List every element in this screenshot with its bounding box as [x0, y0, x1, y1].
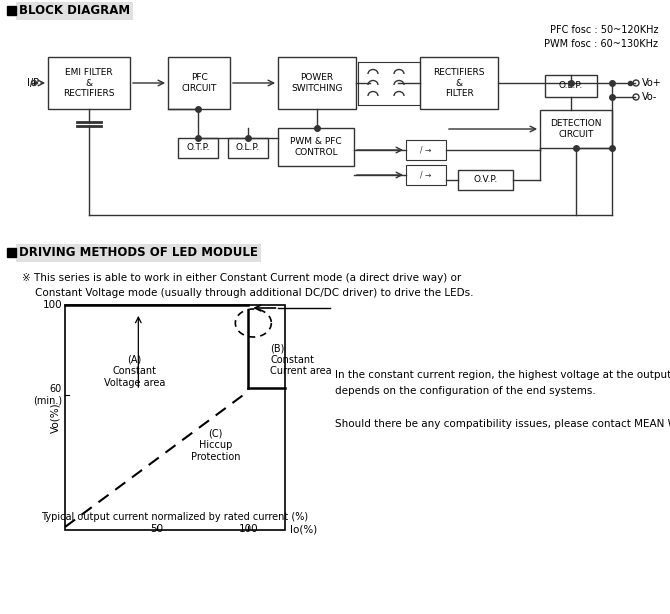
Text: Io(%): Io(%): [290, 524, 318, 534]
Text: / →: / →: [420, 146, 431, 155]
Bar: [278, 128, 354, 166]
Text: (B)
Constant
Current area: (B) Constant Current area: [270, 343, 332, 376]
Text: I/P: I/P: [27, 78, 39, 88]
Bar: [545, 75, 597, 97]
Bar: [48, 57, 130, 109]
Text: In the constant current region, the highest voltage at the output of the driver
: In the constant current region, the high…: [335, 370, 670, 429]
Bar: [178, 138, 218, 158]
Text: Vo(%): Vo(%): [50, 402, 60, 433]
Text: 100: 100: [239, 524, 258, 534]
Text: / →: / →: [420, 171, 431, 179]
Text: Vo+: Vo+: [642, 78, 662, 88]
Text: POWER
SWITCHING: POWER SWITCHING: [291, 73, 343, 93]
Text: PWM & PFC
CONTROL: PWM & PFC CONTROL: [290, 138, 342, 157]
Text: Typical output current normalized by rated current (%): Typical output current normalized by rat…: [42, 512, 309, 522]
Bar: [406, 165, 446, 185]
Bar: [278, 57, 356, 109]
Text: PFC
CIRCUIT: PFC CIRCUIT: [182, 73, 216, 93]
Bar: [406, 140, 446, 160]
Bar: [168, 57, 230, 109]
Text: 100: 100: [42, 300, 62, 310]
Text: EMI FILTER
&
RECTIFIERS: EMI FILTER & RECTIFIERS: [63, 68, 115, 98]
Text: PFC fosc : 50~120KHz
PWM fosc : 60~130KHz: PFC fosc : 50~120KHz PWM fosc : 60~130KH…: [544, 25, 658, 49]
Text: 60
(min.): 60 (min.): [33, 384, 62, 406]
Text: 50: 50: [150, 524, 163, 534]
Text: Vo-: Vo-: [642, 92, 657, 102]
Text: (C)
Hiccup
Protection: (C) Hiccup Protection: [190, 429, 240, 462]
Text: O.L.P.: O.L.P.: [236, 144, 260, 152]
Text: O.V.P.: O.V.P.: [474, 176, 498, 184]
Text: ※ This series is able to work in either Constant Current mode (a direct drive wa: ※ This series is able to work in either …: [22, 273, 474, 298]
Text: DRIVING METHODS OF LED MODULE: DRIVING METHODS OF LED MODULE: [19, 246, 258, 260]
Text: BLOCK DIAGRAM: BLOCK DIAGRAM: [19, 4, 130, 18]
Bar: [7, 248, 16, 257]
Text: O.L.P.: O.L.P.: [559, 82, 583, 90]
Text: (A)
Constant
Voltage area: (A) Constant Voltage area: [104, 354, 165, 387]
Bar: [228, 138, 268, 158]
Text: DETECTION
CIRCUIT: DETECTION CIRCUIT: [550, 119, 602, 139]
Bar: [458, 170, 513, 190]
Bar: [420, 57, 498, 109]
Bar: [540, 110, 612, 148]
Bar: [7, 6, 16, 15]
Bar: [65, 305, 285, 530]
Text: O.T.P.: O.T.P.: [186, 144, 210, 152]
Text: RECTIFIERS
&
FILTER: RECTIFIERS & FILTER: [433, 68, 485, 98]
